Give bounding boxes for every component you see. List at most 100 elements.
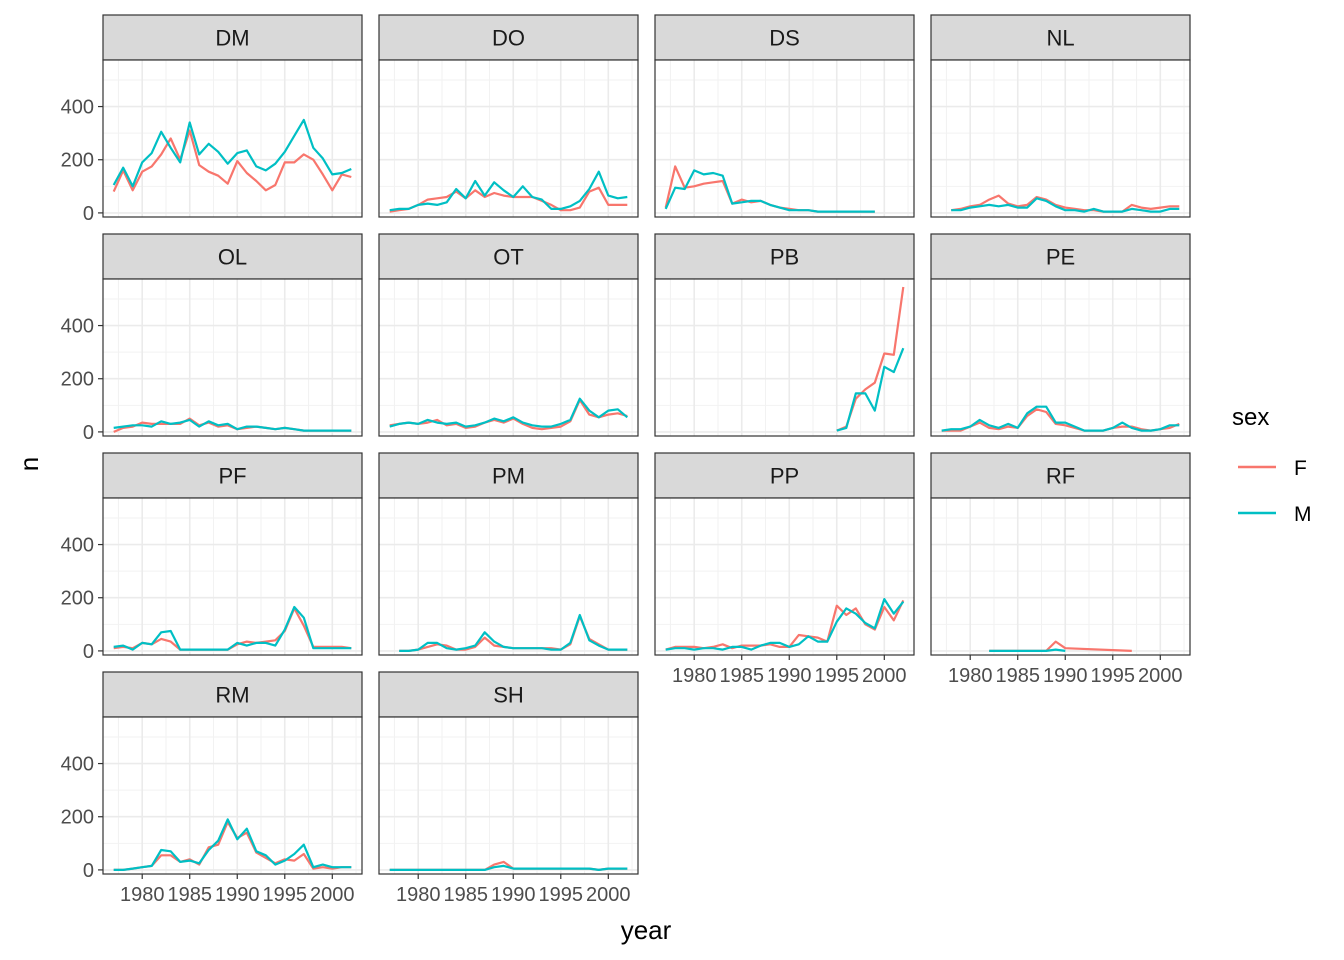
facet-panel-dm: DM 0 200 400 — [61, 14, 363, 225]
panel-background — [103, 717, 362, 874]
x-tick-label: 1980 — [948, 665, 993, 687]
facet-strip-label: PB — [770, 245, 799, 270]
y-tick-label: 400 — [61, 535, 94, 557]
panel-border — [102, 278, 363, 437]
x-tick-label: 1985 — [443, 884, 488, 906]
panel-background — [655, 498, 914, 655]
series-line-m — [113, 605, 352, 651]
legend-label-m: M — [1294, 503, 1312, 526]
facet-strip-label: PP — [770, 464, 799, 489]
panel-border — [930, 497, 1191, 656]
facet-panel-ol: OL 0 200 400 — [61, 233, 363, 444]
facet-panel-sh: SH 1980 1985 1990 1995 2000 — [378, 671, 639, 906]
panel-background — [103, 498, 362, 655]
facet-strip-label: DS — [769, 26, 800, 51]
legend: sex FM — [1232, 404, 1312, 526]
panel-border — [378, 278, 639, 437]
facet-strip-label: OL — [218, 245, 247, 270]
panel-background — [655, 60, 914, 217]
x-tick-label: 1995 — [1091, 665, 1136, 687]
y-tick-label: 400 — [61, 316, 94, 338]
facet-panel-pm: PM — [378, 452, 639, 656]
facet-panel-pe: PE — [930, 233, 1191, 437]
y-tick-label: 200 — [61, 150, 94, 172]
facet-strip-label: PM — [492, 464, 525, 489]
facet-strip — [102, 233, 363, 280]
y-tick-label: 0 — [83, 641, 94, 663]
facet-strip-label: RF — [1046, 464, 1075, 489]
panel-border — [930, 59, 1191, 218]
series-line-f — [941, 408, 1180, 432]
facet-strip — [102, 671, 363, 718]
y-tick-label: 200 — [61, 588, 94, 610]
y-tick-label: 400 — [61, 97, 94, 119]
panel-border — [654, 497, 915, 656]
x-tick-label: 2000 — [310, 884, 355, 906]
panel-border — [102, 59, 363, 218]
legend-label-f: F — [1294, 457, 1307, 480]
x-axis-title: year — [621, 915, 672, 945]
y-tick-label: 200 — [61, 807, 94, 829]
x-tick-label: 2000 — [586, 884, 631, 906]
series-line-m — [951, 197, 1180, 213]
panel-background — [931, 498, 1190, 655]
series-line-f — [112, 129, 352, 193]
y-tick-label: 400 — [61, 754, 94, 776]
facet-strip-label: DO — [492, 26, 525, 51]
facet-strip-label: SH — [493, 683, 524, 708]
panel-border — [378, 59, 639, 218]
x-tick-label: 1980 — [672, 665, 717, 687]
x-tick-label: 1990 — [491, 884, 536, 906]
facet-strip — [654, 14, 915, 61]
panel-border — [930, 278, 1191, 437]
panel-border — [654, 278, 915, 437]
series-line-m — [389, 397, 629, 428]
x-tick-label: 1990 — [767, 665, 812, 687]
panel-background — [931, 60, 1190, 217]
y-axis-title: n — [14, 457, 44, 471]
series-line-m — [113, 418, 352, 432]
panel-background — [655, 279, 914, 436]
facet-panel-nl: NL — [930, 14, 1191, 218]
series-line-m — [112, 118, 352, 188]
series-line-m — [989, 648, 1066, 653]
x-tick-label: 1985 — [995, 665, 1040, 687]
panel-background — [379, 60, 638, 217]
panel-border — [654, 59, 915, 218]
facet-strip — [930, 14, 1191, 61]
facet-panel-ds: DS — [654, 14, 915, 218]
facet-strip-label: PE — [1046, 245, 1075, 270]
x-tick-label: 1985 — [167, 884, 212, 906]
x-tick-label: 1980 — [396, 884, 441, 906]
facet-strip — [102, 14, 363, 61]
facet-strip — [378, 452, 639, 499]
series-line-m — [389, 170, 628, 212]
x-tick-label: 1980 — [120, 884, 165, 906]
x-tick-label: 1990 — [215, 884, 260, 906]
x-tick-label: 2000 — [862, 665, 907, 687]
series-line-f — [389, 186, 628, 213]
panel-background — [103, 60, 362, 217]
legend-title: sex — [1232, 404, 1269, 431]
series-line-m — [941, 405, 1180, 432]
facet-strip — [378, 14, 639, 61]
series-line-m — [389, 864, 628, 872]
panel-border — [378, 716, 639, 875]
panel-border — [102, 497, 363, 656]
x-tick-label: 1985 — [719, 665, 764, 687]
facet-panel-pf: PF 0 200 400 — [61, 452, 363, 663]
series-line-m — [664, 169, 875, 213]
series-line-m — [665, 597, 905, 651]
panel-border — [378, 497, 639, 656]
y-tick-label: 200 — [61, 369, 94, 391]
y-tick-label: 0 — [83, 203, 94, 225]
x-tick-label: 1995 — [815, 665, 860, 687]
x-tick-label: 1995 — [539, 884, 584, 906]
facet-strip — [930, 233, 1191, 280]
series-line-f — [951, 194, 1180, 213]
panel-border — [102, 716, 363, 875]
facet-strip-label: RM — [215, 683, 249, 708]
panel-background — [379, 498, 638, 655]
